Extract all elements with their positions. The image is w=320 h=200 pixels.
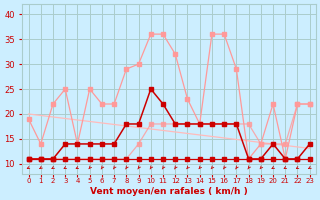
- X-axis label: Vent moyen/en rafales ( km/h ): Vent moyen/en rafales ( km/h ): [90, 187, 248, 196]
